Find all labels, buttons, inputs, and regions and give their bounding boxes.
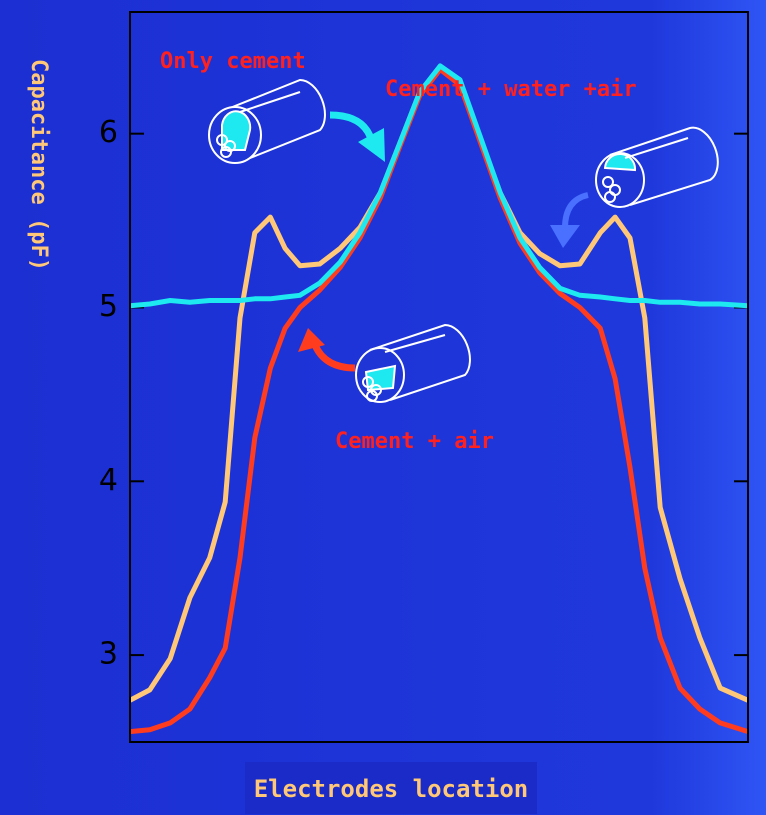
icon-cement-water-air: [595, 126, 719, 208]
series-line: [129, 63, 749, 309]
x-axis-label: Electrodes location: [254, 775, 529, 803]
arrow-red: [311, 343, 356, 372]
annotation: Cement + water +air: [385, 77, 637, 102]
y-tick-label: 5: [99, 289, 118, 324]
annotation: Only cement: [160, 49, 306, 74]
icon-only-cement: [208, 78, 326, 164]
y-axis-label: Capacitance (pF): [26, 59, 51, 271]
arrowhead-cyan: [358, 128, 385, 162]
y-tick-label: 6: [99, 115, 118, 150]
xlabel-box: [245, 762, 537, 814]
icon-cement-air: [355, 323, 471, 403]
arrow-blue: [562, 192, 589, 229]
y-tick-label: 4: [99, 463, 118, 498]
arrowhead-red: [298, 328, 325, 352]
plot-area: 3 4 5 6: [99, 63, 750, 735]
arrowhead-blue: [550, 225, 580, 248]
y-tick-label: 3: [99, 637, 118, 672]
frame: [129, 11, 749, 743]
annotation: Cement + air: [335, 429, 494, 454]
